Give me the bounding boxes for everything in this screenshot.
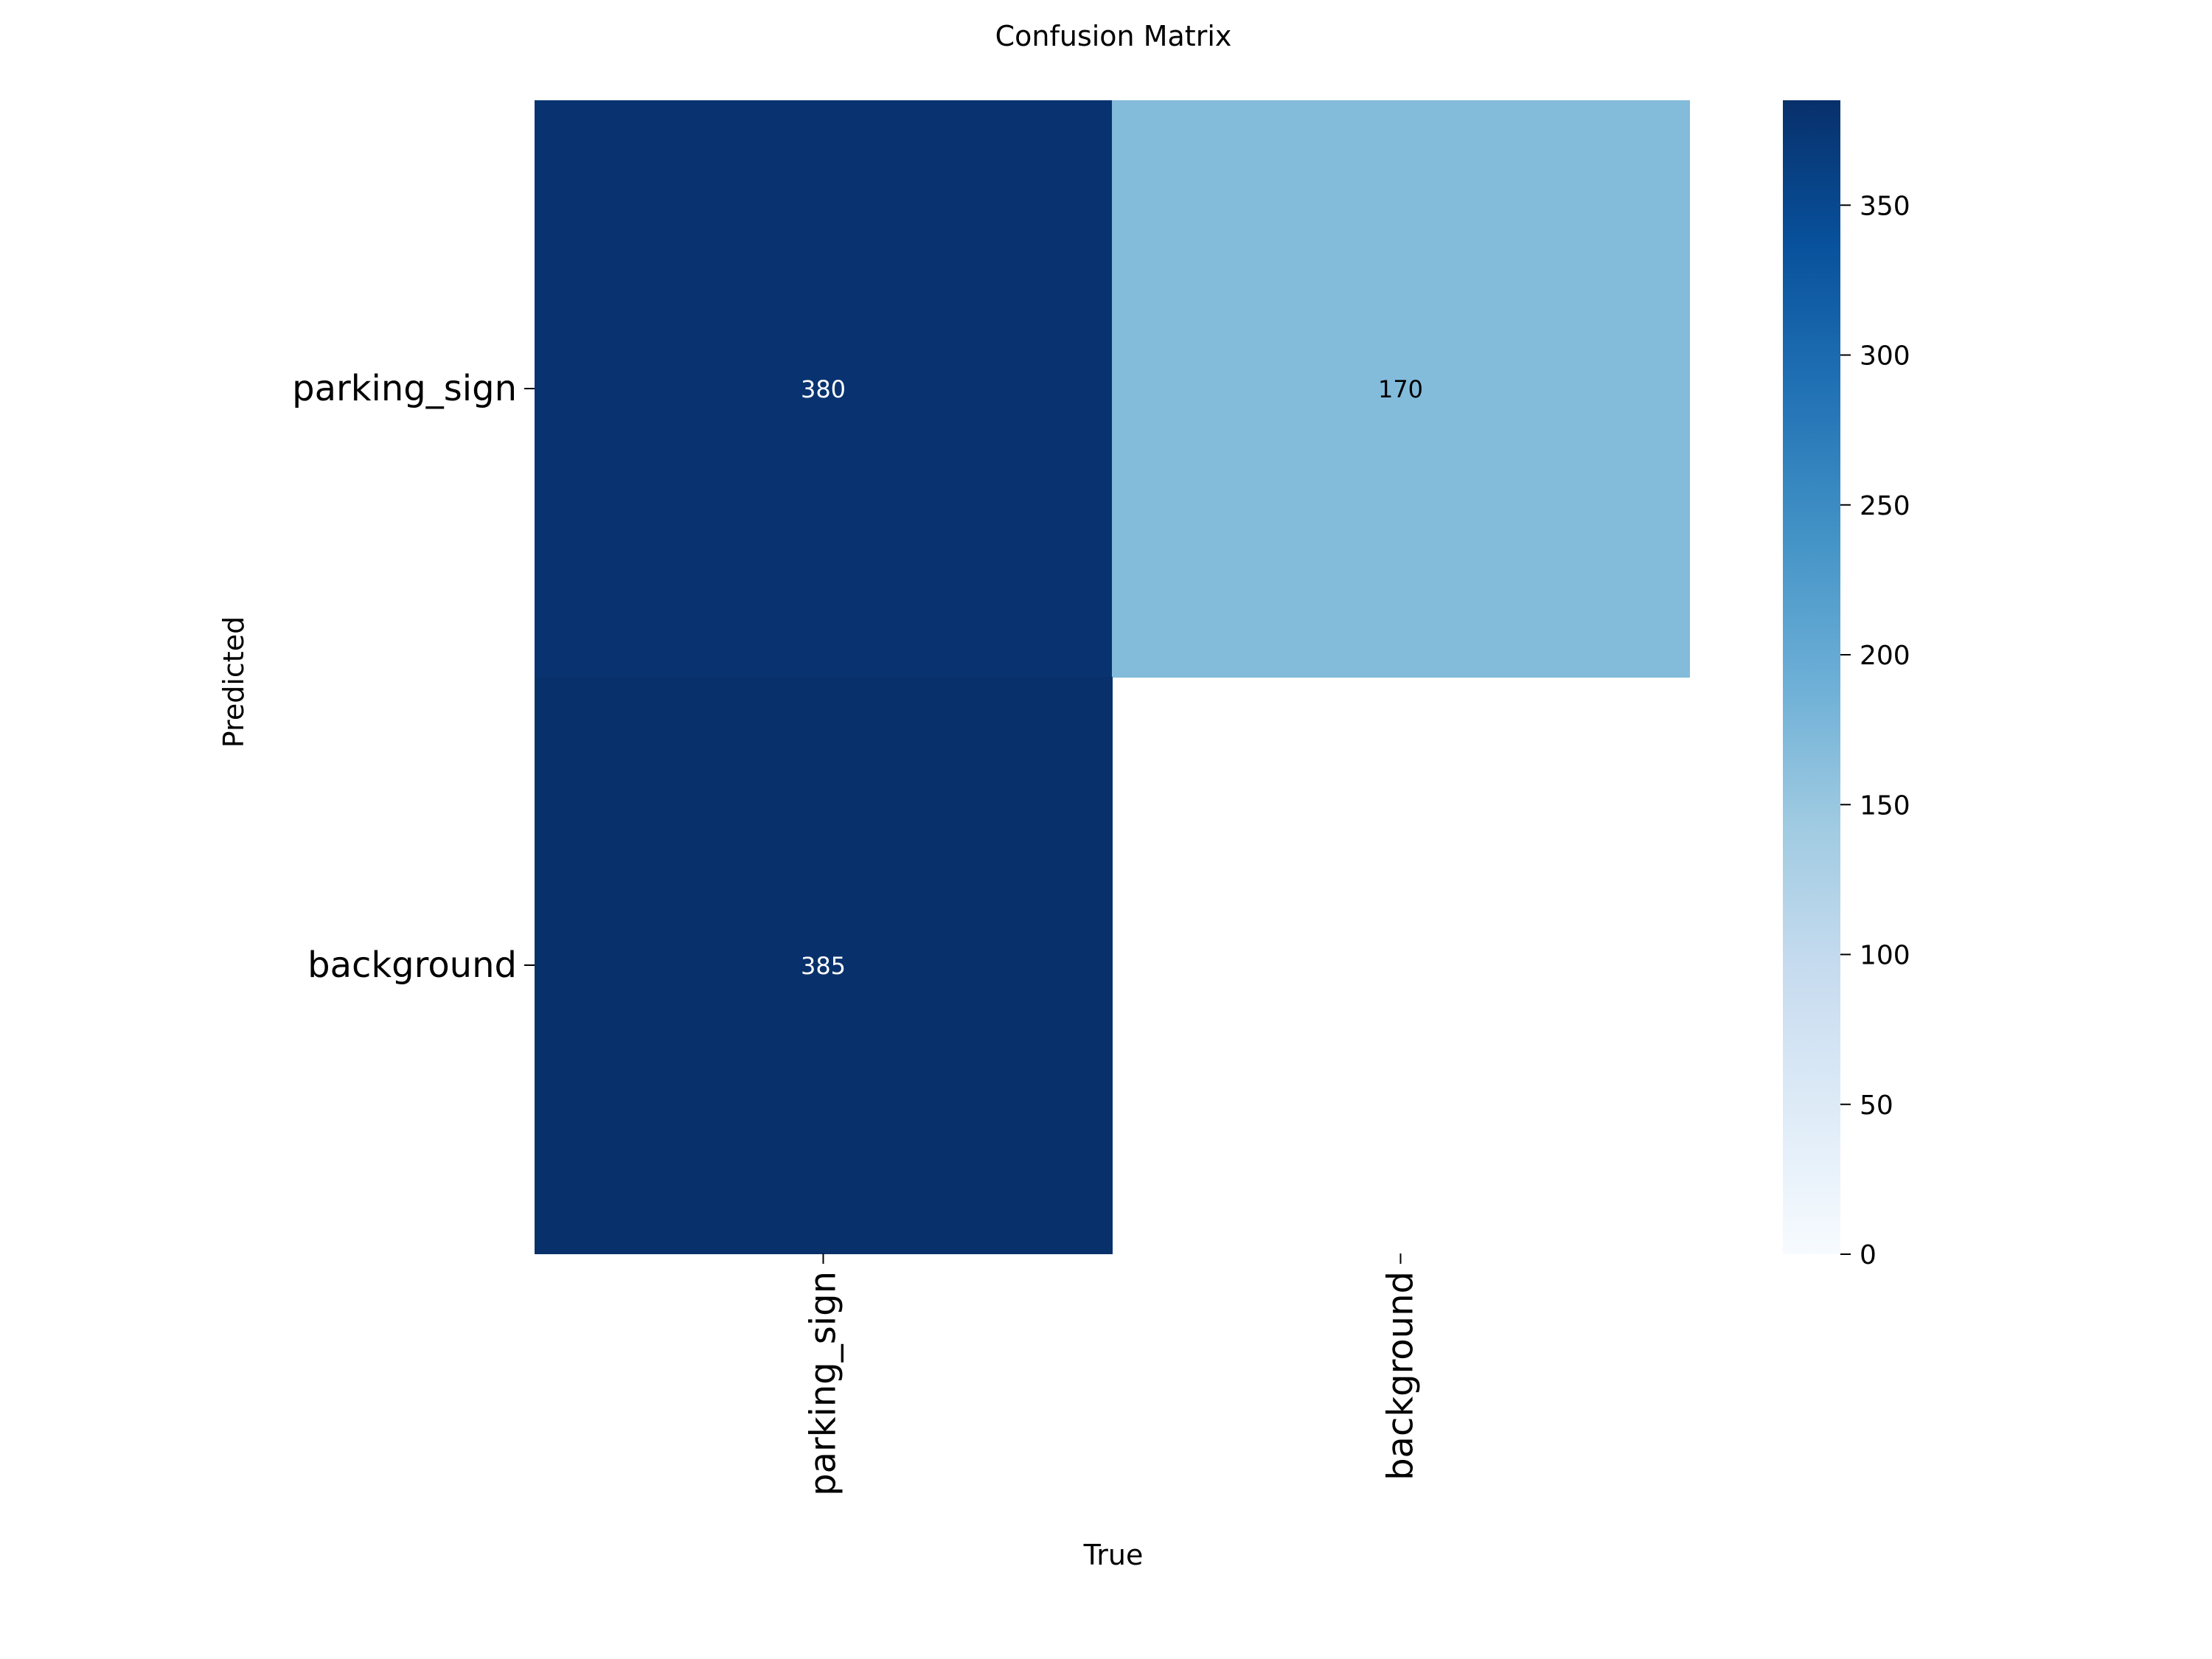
x-tick-label: parking_sign [803,1271,844,1496]
cell-value-label: 380 [801,375,846,403]
x-tick-label: background [1380,1271,1422,1481]
y-axis-ticks: parking_sign background [292,368,535,986]
colorbar-ticks: 0 50 100 150 200 250 300 350 [1840,191,1910,1270]
heatmap-cells: 380 170 385 [535,100,1690,1254]
colorbar-tick-label: 300 [1860,341,1910,372]
colorbar-tick-label: 250 [1860,491,1910,521]
y-axis-label: Predicted [218,616,250,748]
heatmap-cell [535,677,1113,1254]
y-tick-label: background [307,945,517,986]
colorbar-tick-label: 350 [1860,191,1910,221]
x-axis-ticks: parking_sign background [803,1253,1422,1496]
y-tick-label: parking_sign [292,368,517,409]
cell-value-label: 170 [1378,375,1423,403]
colorbar-tick-label: 0 [1860,1240,1877,1270]
colorbar-tick-label: 200 [1860,641,1910,671]
colorbar-tick-label: 100 [1860,941,1910,971]
colorbar-tick-label: 50 [1860,1091,1893,1121]
heatmap-cell [1112,100,1690,678]
heatmap-cell [535,100,1113,678]
chart-title: Confusion Matrix [995,20,1232,52]
x-axis-label: True [1083,1539,1144,1571]
colorbar [1783,100,1840,1254]
colorbar-tick-label: 150 [1860,790,1910,821]
cell-value-label: 385 [801,952,846,980]
